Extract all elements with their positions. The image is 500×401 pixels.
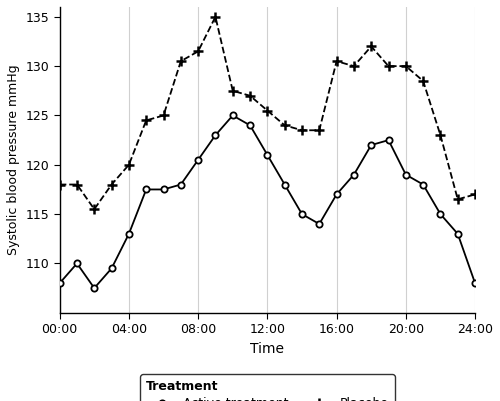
Active treatment: [212, 133, 218, 138]
Placebo: [178, 59, 184, 64]
Placebo: [403, 64, 409, 69]
Placebo: [351, 64, 357, 69]
Placebo: [454, 197, 460, 202]
Placebo: [108, 182, 114, 187]
Active treatment: [264, 152, 270, 157]
Active treatment: [438, 212, 444, 217]
Active treatment: [316, 222, 322, 227]
Active treatment: [403, 172, 409, 177]
Active treatment: [126, 231, 132, 236]
Active treatment: [143, 187, 149, 192]
Placebo: [160, 113, 166, 118]
Active treatment: [351, 172, 357, 177]
Placebo: [316, 128, 322, 133]
Active treatment: [247, 123, 253, 128]
Placebo: [247, 93, 253, 98]
Placebo: [472, 192, 478, 197]
Active treatment: [195, 158, 201, 162]
Active treatment: [472, 281, 478, 286]
Placebo: [195, 49, 201, 54]
Active treatment: [386, 138, 392, 142]
Active treatment: [160, 187, 166, 192]
Placebo: [299, 128, 305, 133]
Placebo: [143, 118, 149, 123]
Placebo: [386, 64, 392, 69]
Active treatment: [299, 212, 305, 217]
Legend: Active treatment, Placebo: Active treatment, Placebo: [140, 374, 394, 401]
Active treatment: [178, 182, 184, 187]
Active treatment: [282, 182, 288, 187]
Active treatment: [108, 266, 114, 271]
X-axis label: Time: Time: [250, 342, 284, 356]
Placebo: [438, 133, 444, 138]
Y-axis label: Systolic blood pressure mmHg: Systolic blood pressure mmHg: [7, 65, 20, 255]
Active treatment: [230, 113, 235, 118]
Placebo: [420, 79, 426, 83]
Placebo: [212, 14, 218, 19]
Active treatment: [56, 281, 62, 286]
Active treatment: [74, 261, 80, 266]
Placebo: [264, 108, 270, 113]
Line: Placebo: Placebo: [55, 12, 480, 214]
Active treatment: [368, 143, 374, 148]
Placebo: [282, 123, 288, 128]
Active treatment: [454, 231, 460, 236]
Active treatment: [334, 192, 340, 197]
Active treatment: [92, 286, 98, 290]
Placebo: [74, 182, 80, 187]
Placebo: [334, 59, 340, 64]
Placebo: [126, 162, 132, 167]
Active treatment: [420, 182, 426, 187]
Placebo: [230, 88, 235, 93]
Placebo: [56, 182, 62, 187]
Placebo: [92, 207, 98, 212]
Line: Active treatment: Active treatment: [56, 112, 478, 291]
Placebo: [368, 44, 374, 49]
